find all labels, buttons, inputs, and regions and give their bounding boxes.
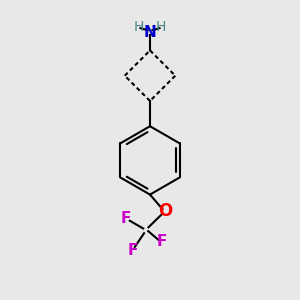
Text: N: N: [144, 25, 156, 40]
Text: F: F: [157, 234, 167, 249]
Text: H: H: [156, 20, 166, 34]
Text: F: F: [121, 212, 131, 226]
Text: F: F: [128, 243, 138, 258]
Text: O: O: [158, 202, 172, 220]
Text: H: H: [134, 20, 144, 34]
